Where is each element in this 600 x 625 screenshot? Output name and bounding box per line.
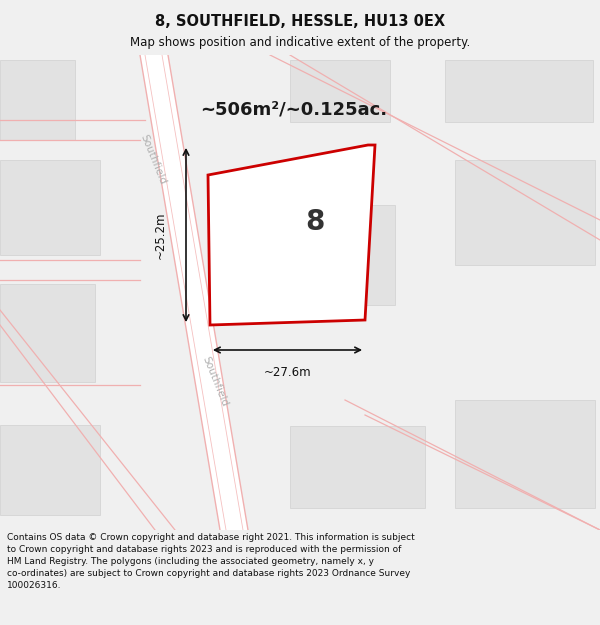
Text: Map shows position and indicative extent of the property.: Map shows position and indicative extent… xyxy=(130,36,470,49)
Text: ~25.2m: ~25.2m xyxy=(154,211,167,259)
Bar xyxy=(290,60,390,122)
Text: 8, SOUTHFIELD, HESSLE, HU13 0EX: 8, SOUTHFIELD, HESSLE, HU13 0EX xyxy=(155,14,445,29)
Polygon shape xyxy=(140,55,248,530)
Text: Southfield: Southfield xyxy=(200,356,230,409)
Text: ~506m²/~0.125ac.: ~506m²/~0.125ac. xyxy=(200,101,387,119)
Bar xyxy=(0,160,100,255)
Polygon shape xyxy=(208,145,375,325)
Bar xyxy=(255,205,395,305)
Text: Southfield: Southfield xyxy=(139,134,167,186)
Bar xyxy=(445,60,593,122)
Text: 8: 8 xyxy=(305,208,325,236)
Bar xyxy=(455,400,595,508)
Text: Contains OS data © Crown copyright and database right 2021. This information is : Contains OS data © Crown copyright and d… xyxy=(7,533,415,591)
Bar xyxy=(0,425,100,515)
Bar xyxy=(0,60,75,140)
Bar xyxy=(0,284,95,382)
Text: ~27.6m: ~27.6m xyxy=(263,366,311,379)
Bar xyxy=(455,160,595,265)
Bar xyxy=(290,426,425,508)
